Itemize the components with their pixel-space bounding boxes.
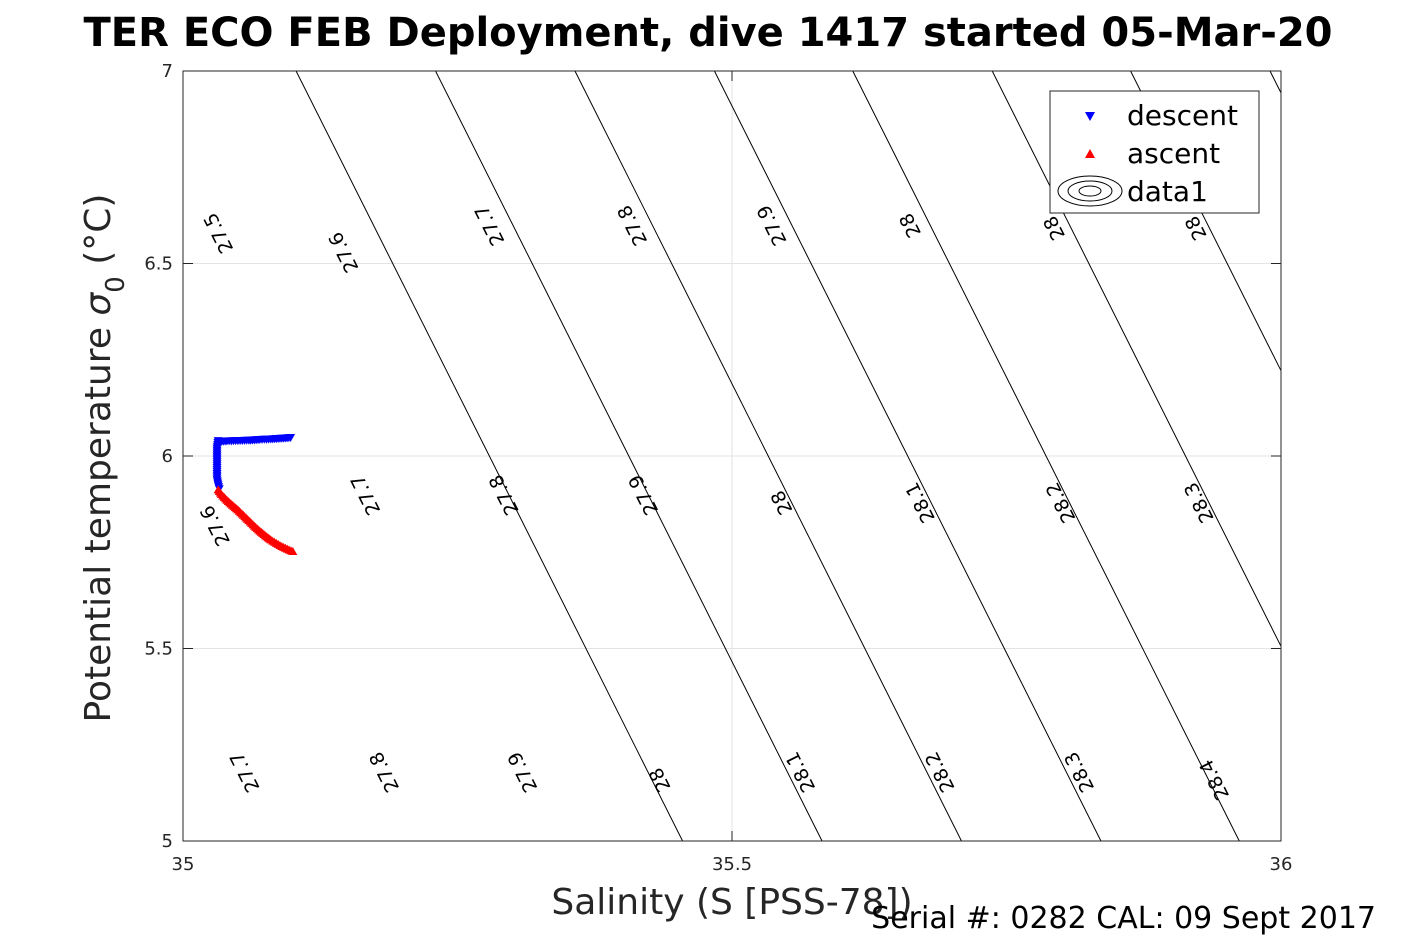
contour-label: 27.8 bbox=[613, 201, 652, 249]
y-axis-label: Potential temperature σ0 (°C) bbox=[78, 194, 131, 723]
legend-marker-ascent-icon bbox=[1085, 149, 1095, 158]
y-axis-label-subscript: 0 bbox=[101, 276, 131, 293]
contour-label: 27.7 bbox=[471, 201, 510, 249]
y-tick-label: 5 bbox=[162, 831, 173, 852]
y-tick-label: 5.5 bbox=[144, 639, 173, 660]
contour-label: 27.8 bbox=[365, 748, 404, 796]
x-tick-label: 35 bbox=[172, 854, 195, 875]
contour-label: 27.7 bbox=[347, 471, 386, 519]
grid-lines bbox=[183, 71, 1281, 841]
x-axis-ticks: 35 35.5 36 bbox=[172, 71, 1293, 875]
contour-line-28.3 bbox=[1409, 71, 1417, 841]
legend-label-ascent: ascent bbox=[1127, 137, 1220, 170]
x-tick-label: 36 bbox=[1270, 854, 1293, 875]
contour-label: 28 bbox=[767, 487, 798, 518]
contour-labels: 27.5 27.627.7 27.8 27.9 28 28. 28.27.627.7 27.8… bbox=[196, 201, 1234, 803]
contour-label: 28 bbox=[895, 209, 926, 240]
contour-label: 28.1 bbox=[901, 479, 940, 527]
y-axis-label-main: Potential temperature bbox=[78, 316, 119, 723]
contour-label: 28.3 bbox=[1180, 479, 1219, 527]
legend-contour-icon bbox=[1057, 175, 1123, 207]
y-axis-ticks: 5 5.5 6 6.5 7 bbox=[144, 61, 1281, 852]
y-tick-label: 6.5 bbox=[144, 254, 173, 275]
contour-label: 27.6 bbox=[325, 228, 364, 276]
contour-line-27.9 bbox=[852, 71, 1240, 841]
y-tick-label: 6 bbox=[162, 446, 173, 467]
data-series bbox=[212, 434, 298, 555]
chart-title: TER ECO FEB Deployment, dive 1417 starte… bbox=[83, 10, 1332, 56]
contour-label: 27.6 bbox=[196, 502, 235, 550]
contour-line-27.5 bbox=[295, 71, 684, 841]
contour-line-27.7 bbox=[574, 71, 962, 841]
contour-label: 27.9 bbox=[624, 471, 663, 519]
x-axis-label: Salinity (S [PSS-78]) bbox=[551, 882, 912, 923]
y-tick-label: 7 bbox=[162, 61, 173, 82]
legend-marker-descent-icon bbox=[1085, 112, 1095, 121]
contour-label: 27.5 bbox=[199, 209, 238, 257]
serial-cal-footer: Serial #: 0282 CAL: 09 Sept 2017 bbox=[871, 901, 1376, 936]
legend-label-data1: data1 bbox=[1127, 175, 1208, 208]
contour-label: 27.8 bbox=[485, 471, 524, 519]
contour-line-27.8 bbox=[713, 71, 1102, 841]
series-ascent bbox=[213, 485, 298, 555]
legend: descent ascent data1 bbox=[1049, 90, 1260, 214]
contour-label: 27.9 bbox=[504, 748, 543, 796]
contour-label: 28.2 bbox=[1042, 479, 1081, 527]
contour-label: 27.7 bbox=[226, 748, 265, 796]
contour-line-27.6 bbox=[435, 71, 823, 841]
series-descent bbox=[212, 434, 296, 494]
x-tick-label: 35.5 bbox=[712, 854, 752, 875]
y-axis-label-unit: (°C) bbox=[78, 194, 119, 277]
data-point bbox=[288, 546, 298, 555]
contour-label: 28.4 bbox=[1195, 756, 1234, 804]
contour-label: 27.9 bbox=[753, 201, 792, 249]
legend-box bbox=[1049, 90, 1260, 214]
legend-label-descent: descent bbox=[1127, 99, 1238, 132]
contour-label: 28 bbox=[645, 764, 676, 795]
y-axis-label-symbol: σ bbox=[78, 292, 119, 316]
contour-line-28.2 bbox=[1269, 71, 1281, 94]
